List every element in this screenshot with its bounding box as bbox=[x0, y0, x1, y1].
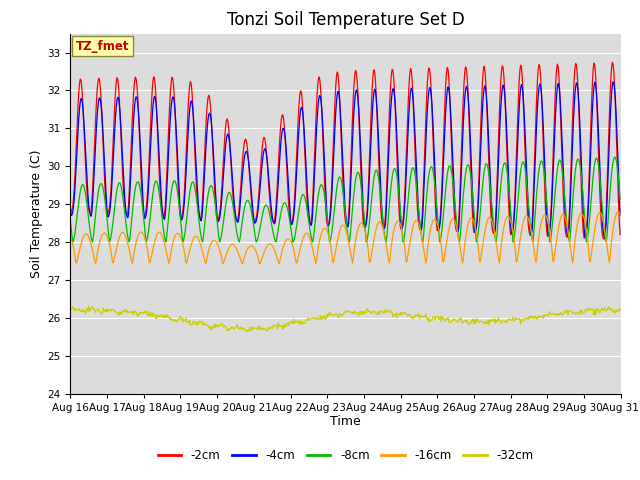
-16cm bbox=[413, 217, 420, 223]
-32cm bbox=[243, 329, 250, 335]
-32cm bbox=[189, 318, 197, 324]
-32cm bbox=[429, 314, 437, 320]
-2cm bbox=[133, 83, 141, 88]
-8cm bbox=[429, 167, 436, 172]
-32cm bbox=[77, 308, 84, 314]
Line: -2cm: -2cm bbox=[70, 62, 620, 239]
-8cm bbox=[67, 217, 74, 223]
-16cm bbox=[133, 236, 141, 242]
Line: -16cm: -16cm bbox=[70, 212, 620, 264]
X-axis label: Time: Time bbox=[330, 415, 361, 429]
-4cm bbox=[412, 154, 420, 159]
-8cm bbox=[77, 189, 84, 194]
-8cm bbox=[611, 154, 618, 160]
-8cm bbox=[133, 180, 141, 185]
-4cm bbox=[77, 98, 84, 104]
-32cm bbox=[134, 313, 141, 319]
Y-axis label: Soil Temperature (C): Soil Temperature (C) bbox=[30, 149, 44, 278]
-32cm bbox=[85, 303, 93, 309]
-2cm bbox=[609, 60, 616, 65]
-2cm bbox=[77, 76, 84, 82]
-8cm bbox=[616, 196, 624, 202]
-4cm bbox=[133, 95, 141, 101]
-16cm bbox=[189, 238, 196, 243]
-32cm bbox=[67, 305, 74, 311]
Text: TZ_fmet: TZ_fmet bbox=[76, 40, 129, 53]
-4cm bbox=[428, 102, 436, 108]
-4cm bbox=[601, 235, 609, 240]
-4cm bbox=[67, 206, 74, 212]
-32cm bbox=[413, 312, 421, 318]
-8cm bbox=[252, 239, 260, 245]
-4cm bbox=[189, 106, 196, 111]
-4cm bbox=[616, 212, 624, 218]
-2cm bbox=[218, 186, 226, 192]
Legend: -2cm, -4cm, -8cm, -16cm, -32cm: -2cm, -4cm, -8cm, -16cm, -32cm bbox=[153, 444, 538, 467]
-4cm bbox=[609, 79, 617, 84]
-16cm bbox=[218, 255, 226, 261]
-16cm bbox=[67, 235, 74, 240]
-16cm bbox=[239, 261, 246, 267]
-32cm bbox=[616, 308, 624, 313]
-16cm bbox=[429, 218, 436, 224]
Line: -8cm: -8cm bbox=[70, 157, 620, 242]
-8cm bbox=[218, 230, 226, 236]
-16cm bbox=[77, 244, 84, 250]
-16cm bbox=[614, 209, 621, 215]
-8cm bbox=[189, 179, 196, 185]
-16cm bbox=[616, 212, 624, 217]
-4cm bbox=[218, 196, 226, 202]
-2cm bbox=[189, 101, 196, 107]
-2cm bbox=[600, 236, 608, 242]
-8cm bbox=[413, 185, 420, 191]
-32cm bbox=[219, 322, 227, 327]
Line: -4cm: -4cm bbox=[70, 82, 620, 238]
-2cm bbox=[428, 106, 436, 112]
-2cm bbox=[67, 209, 74, 215]
Line: -32cm: -32cm bbox=[70, 306, 620, 332]
-2cm bbox=[616, 232, 624, 238]
-2cm bbox=[412, 174, 420, 180]
Title: Tonzi Soil Temperature Set D: Tonzi Soil Temperature Set D bbox=[227, 11, 465, 29]
